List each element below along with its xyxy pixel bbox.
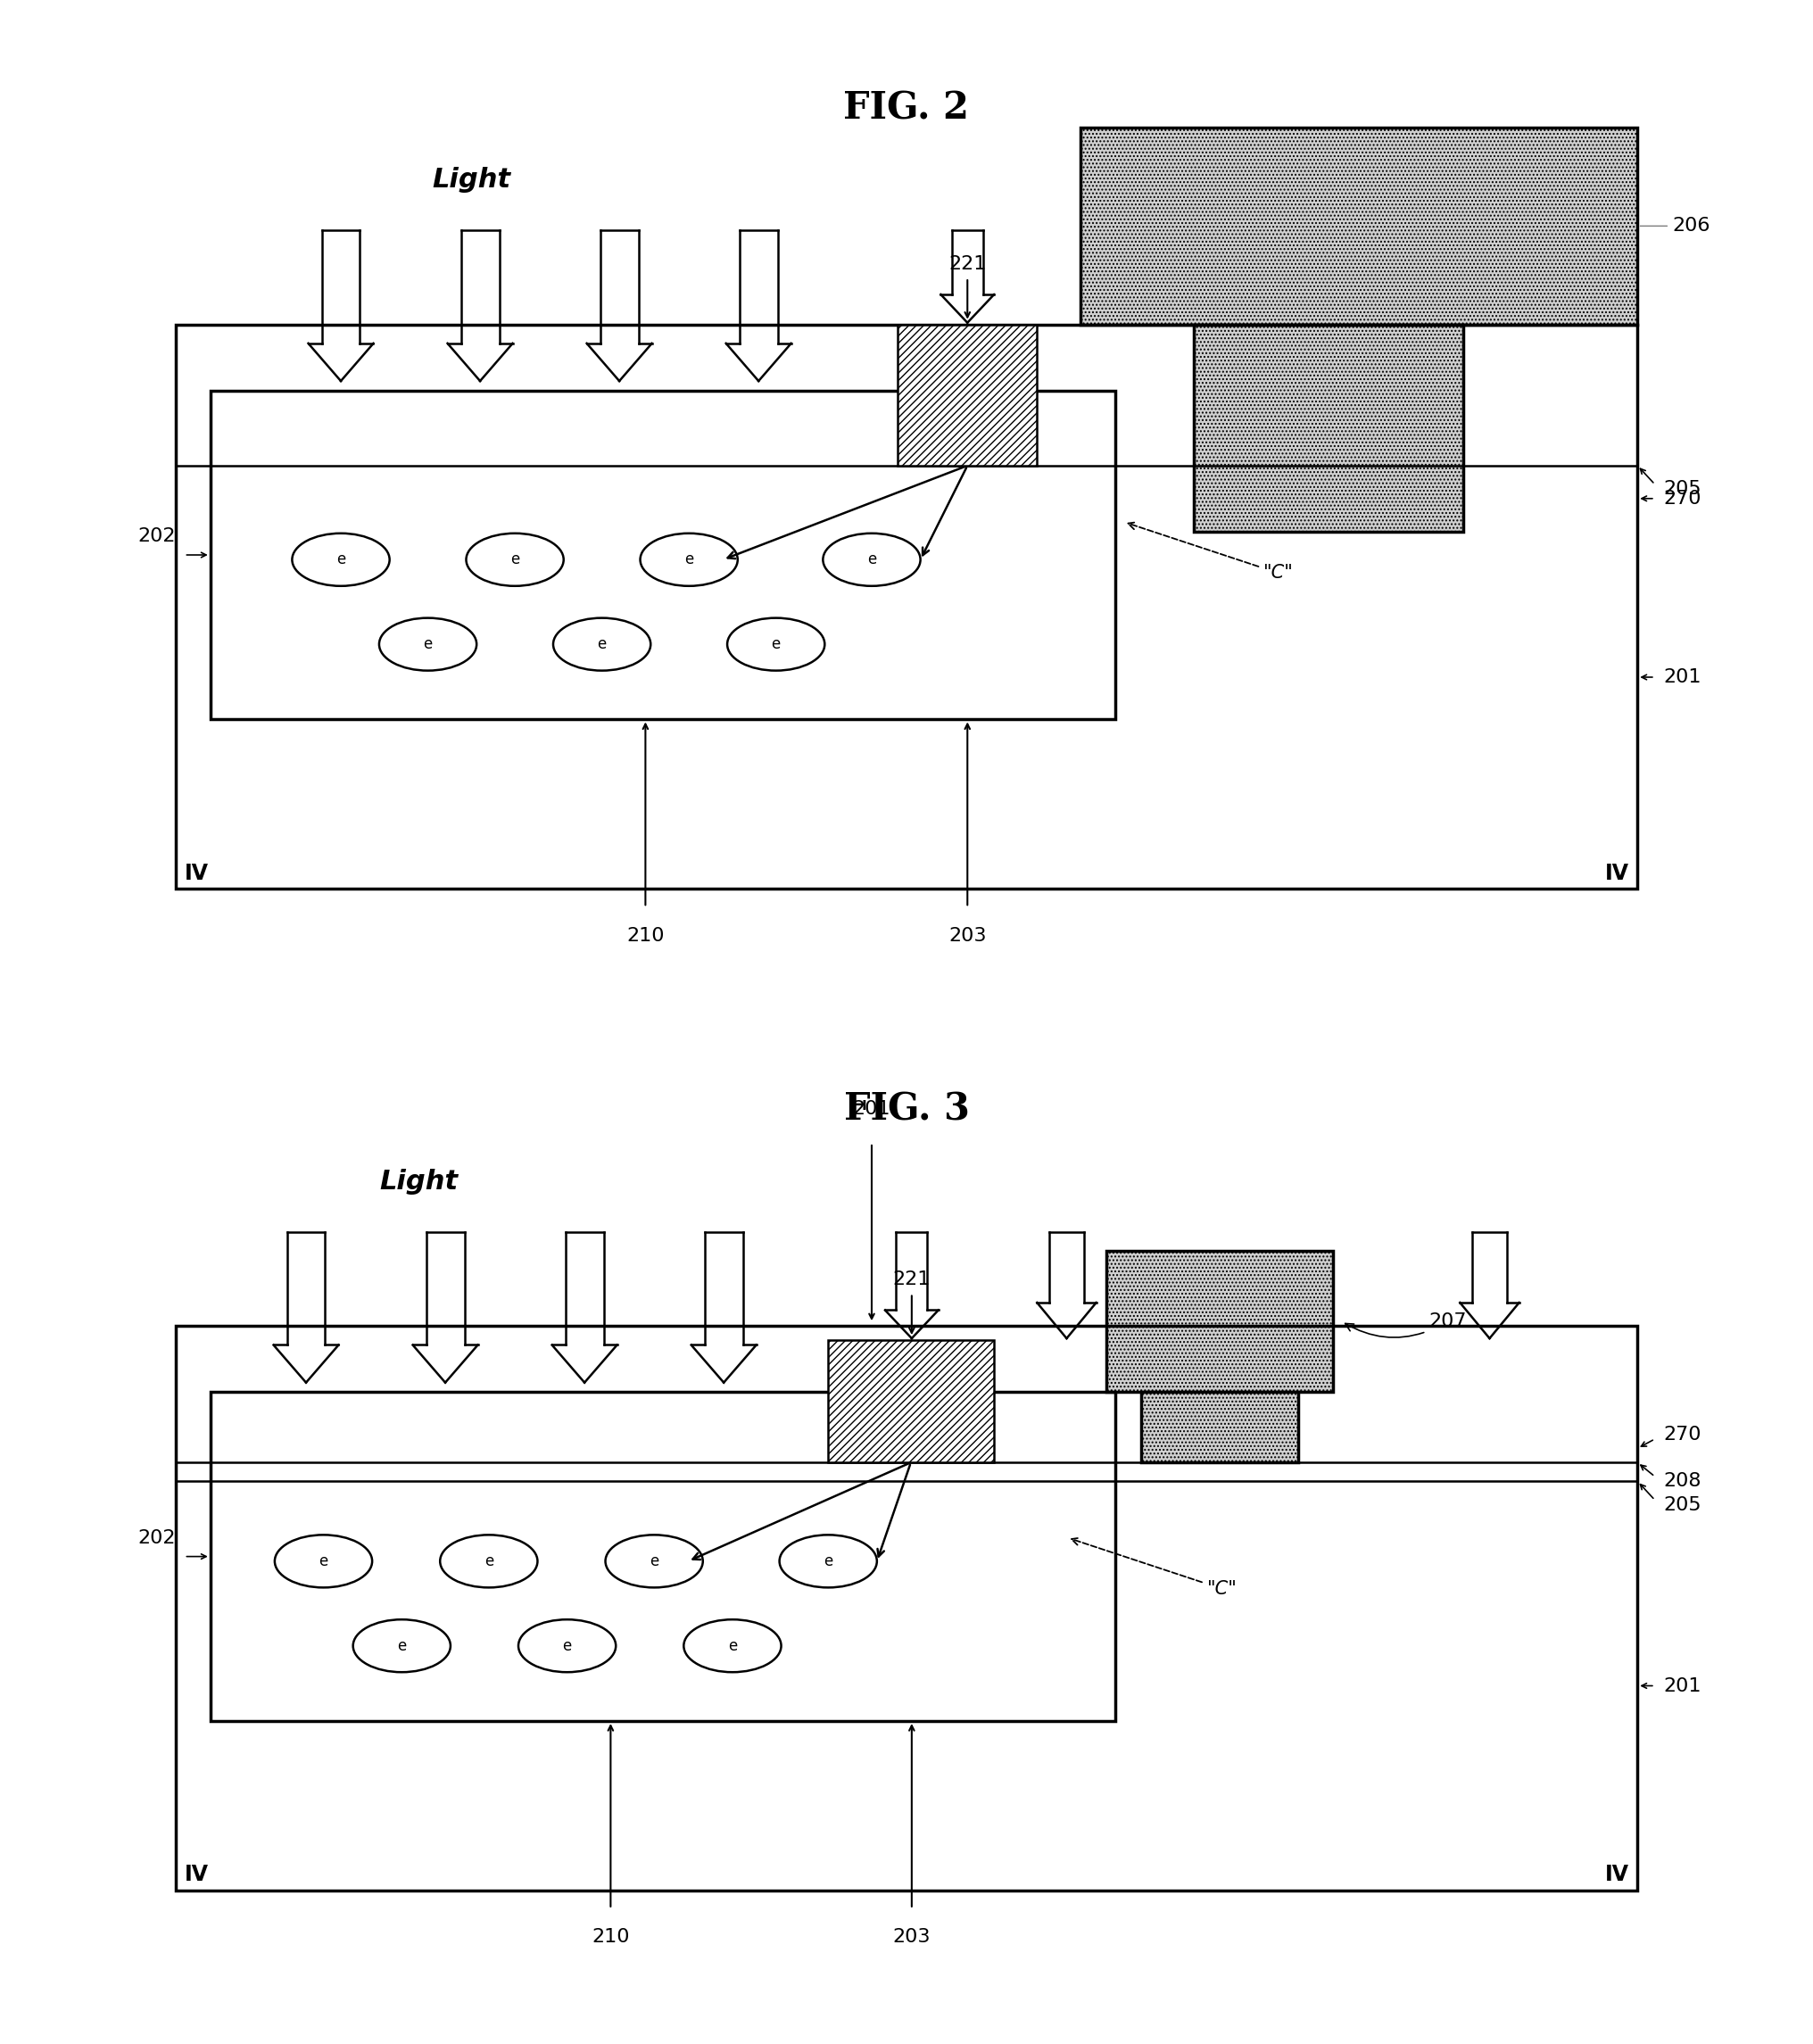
Text: e: e [562, 1637, 571, 1654]
Text: 201: 201 [1664, 668, 1702, 687]
Bar [210, 1392, 1115, 1721]
Text: e: e [771, 636, 781, 652]
Bar [1193, 325, 1463, 531]
Bar [1142, 1392, 1298, 1464]
Text: 208: 208 [1664, 1472, 1702, 1490]
Text: e: e [422, 636, 433, 652]
Text: 203: 203 [948, 926, 986, 944]
Text: IV: IV [185, 863, 208, 883]
Text: e: e [484, 1553, 493, 1570]
Text: "C": "C" [1071, 1537, 1236, 1598]
Text: 221: 221 [892, 1271, 930, 1288]
Bar [897, 325, 1037, 466]
Text: 202: 202 [138, 527, 176, 546]
Text: e: e [335, 552, 346, 568]
Text: e: e [727, 1637, 738, 1654]
Text: 203: 203 [892, 1927, 930, 1946]
Bar [176, 325, 1637, 889]
Text: IV: IV [185, 1864, 208, 1885]
Bar [1081, 127, 1637, 325]
Text: IV: IV [1605, 1864, 1628, 1885]
Text: e: e [397, 1637, 406, 1654]
Text: 270: 270 [1664, 1425, 1702, 1443]
Text: 206: 206 [1641, 217, 1710, 235]
Text: 205: 205 [1664, 1496, 1702, 1515]
Bar [1106, 1251, 1333, 1392]
Text: e: e [684, 552, 694, 568]
Text: 202: 202 [138, 1529, 176, 1547]
Text: e: e [509, 552, 520, 568]
Text: "C": "C" [1128, 521, 1293, 583]
Text: 205: 205 [1664, 480, 1702, 499]
Text: Light: Light [431, 168, 511, 192]
Text: 207: 207 [1345, 1312, 1467, 1337]
Text: 201: 201 [852, 1100, 890, 1118]
Text: e: e [319, 1553, 328, 1570]
Text: 210: 210 [627, 926, 664, 944]
Text: e: e [867, 552, 876, 568]
Bar [829, 1341, 994, 1464]
Text: 210: 210 [591, 1927, 629, 1946]
Text: 201: 201 [1664, 1676, 1702, 1694]
Text: 270: 270 [1664, 491, 1702, 507]
Text: e: e [649, 1553, 658, 1570]
Text: e: e [823, 1553, 832, 1570]
Text: FIG. 3: FIG. 3 [843, 1091, 970, 1128]
Text: 221: 221 [948, 256, 986, 274]
Bar [176, 1327, 1637, 1891]
Bar [210, 390, 1115, 719]
Text: Light: Light [381, 1169, 459, 1194]
Text: e: e [596, 636, 607, 652]
Text: FIG. 2: FIG. 2 [843, 90, 970, 127]
Text: IV: IV [1605, 863, 1628, 883]
